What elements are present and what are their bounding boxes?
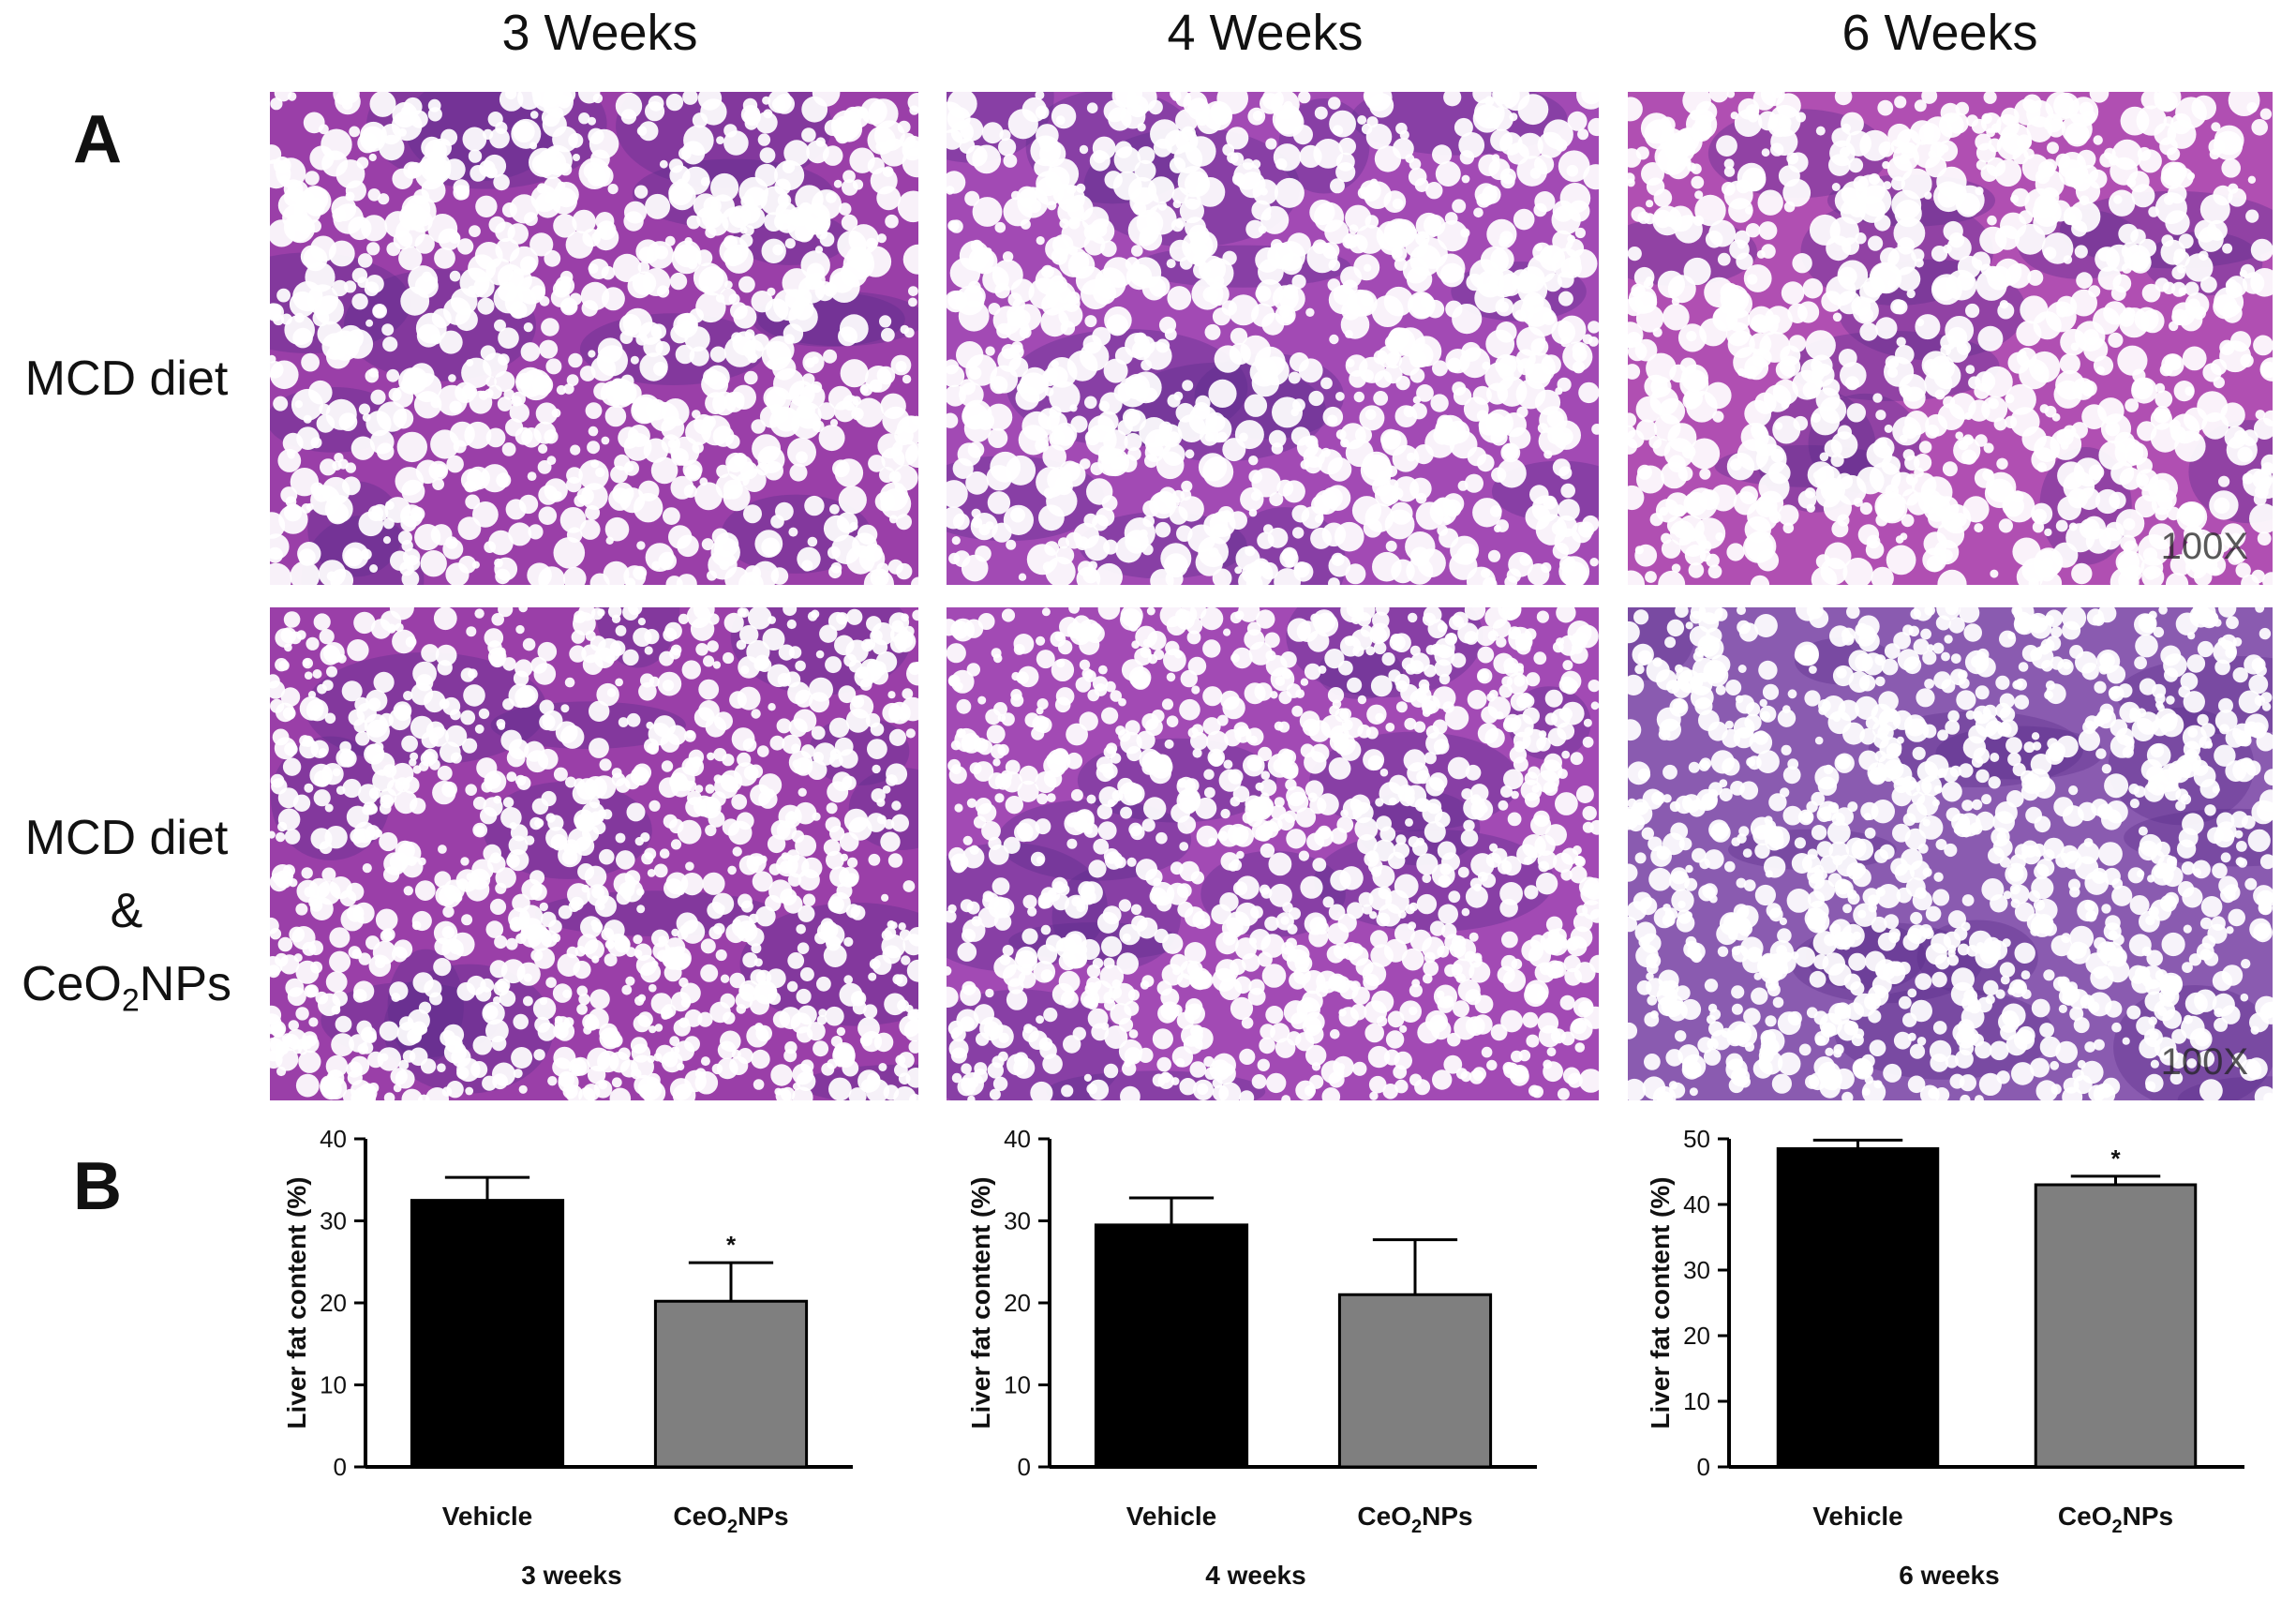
y-axis-label: Liver fat content (%) [966,1176,995,1428]
column-title-4-weeks: 4 Weeks [1045,0,1485,66]
micrograph-mcd-ceo2-6-weeks: 100X [1628,607,2273,1100]
chart-svg: 0 10 20 30 40 Liver fat content (%) Vehicle CeO… [947,1120,1565,1595]
significance-marker: * [2110,1144,2121,1173]
column-title-3-weeks: 3 Weeks [380,0,820,66]
formula-nps: NPs [140,957,231,1011]
x-axis-label: 4 weeks [1205,1561,1305,1590]
y-tick-label: 0 [334,1453,347,1481]
y-tick-label: 10 [1004,1371,1031,1399]
bar [655,1301,806,1467]
row-label-line: & [0,875,253,948]
y-tick-label: 10 [320,1371,347,1399]
chart-svg: 0 10 20 30 40 50 Liver fat content (%) Vehicle *… [1626,1120,2273,1595]
y-tick-label: 50 [1683,1125,1710,1153]
chart-svg: 0 10 20 30 40 Liver fat content (%) Vehicle * Ce… [262,1120,881,1595]
x-tick-label: CeO2NPs [2058,1502,2173,1537]
row-label-mcd-ceo2: MCD diet & CeO2NPs [0,801,253,1037]
bar-chart-6-weeks: 0 10 20 30 40 50 Liver fat content (%) Vehicle *… [1626,1120,2273,1595]
magnification-label: 100X [2161,1041,2248,1084]
tissue-texture [270,607,918,1100]
column-title-6-weeks: 6 Weeks [1720,0,2160,66]
panel-b-letter: B [73,1148,122,1225]
y-tick-label: 0 [1697,1453,1710,1481]
micrograph-mcd-6-weeks: 100X [1628,92,2273,585]
formula-subscript: 2 [122,982,140,1018]
x-tick-label: CeO2NPs [1357,1502,1472,1537]
row-label-mcd-diet: MCD diet [0,342,253,415]
tissue-texture [947,607,1599,1100]
y-tick-label: 40 [1683,1190,1710,1219]
y-tick-label: 0 [1018,1453,1031,1481]
row-label-line: CeO2NPs [0,948,253,1037]
y-tick-label: 40 [320,1125,347,1153]
bar-chart-3-weeks: 0 10 20 30 40 Liver fat content (%) Vehicle * Ce… [262,1120,881,1595]
x-tick-label: CeO2NPs [673,1502,788,1537]
y-tick-label: 40 [1004,1125,1031,1153]
y-tick-label: 10 [1683,1387,1710,1415]
x-axis-label: 6 weeks [1899,1561,1999,1590]
bar [1778,1149,1938,1468]
bar-chart-4-weeks: 0 10 20 30 40 Liver fat content (%) Vehicle CeO… [947,1120,1565,1595]
x-tick-label: Vehicle [1126,1502,1217,1531]
micrograph-mcd-ceo2-3-weeks [270,607,918,1100]
micrograph-mcd-4-weeks [947,92,1599,585]
y-tick-label: 30 [320,1207,347,1235]
bar [1096,1225,1246,1467]
y-tick-label: 20 [1683,1322,1710,1350]
y-tick-label: 20 [320,1289,347,1317]
micrograph-mcd-3-weeks [270,92,918,585]
x-axis-label: 3 weeks [521,1561,621,1590]
y-tick-label: 20 [1004,1289,1031,1317]
magnification-label: 100X [2161,526,2248,568]
row-label-line: MCD diet [25,351,229,406]
significance-marker: * [726,1231,737,1259]
panel-a-letter: A [73,101,122,178]
micrograph-mcd-ceo2-4-weeks [947,607,1599,1100]
x-tick-label: Vehicle [1812,1502,1903,1531]
y-tick-label: 30 [1004,1207,1031,1235]
formula-ceo: CeO [22,957,122,1011]
tissue-texture [1628,607,2273,1100]
tissue-texture [947,92,1599,585]
row-label-line: MCD diet [0,801,253,875]
bar [1339,1294,1490,1467]
y-axis-label: Liver fat content (%) [282,1176,311,1428]
tissue-texture [270,92,918,585]
tissue-texture [1628,92,2273,585]
x-tick-label: Vehicle [442,1502,533,1531]
y-axis-label: Liver fat content (%) [1646,1176,1675,1428]
bar [2035,1185,2196,1467]
bar [411,1201,562,1467]
y-tick-label: 30 [1683,1256,1710,1284]
